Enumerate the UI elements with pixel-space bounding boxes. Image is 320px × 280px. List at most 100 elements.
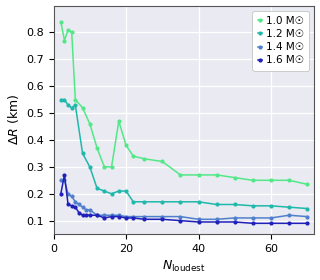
1.2 M☉ bbox=[251, 204, 255, 207]
1.6 M☉ bbox=[70, 204, 74, 207]
1.6 M☉ bbox=[196, 220, 200, 224]
1.6 M☉ bbox=[62, 173, 66, 177]
1.6 M☉ bbox=[233, 220, 237, 224]
Line: 1.2 M☉: 1.2 M☉ bbox=[59, 97, 309, 211]
1.0 M☉ bbox=[269, 179, 273, 182]
1.2 M☉ bbox=[305, 207, 309, 210]
1.4 M☉ bbox=[117, 214, 121, 217]
1.6 M☉ bbox=[269, 222, 273, 225]
1.2 M☉ bbox=[142, 200, 146, 204]
Legend: 1.0 M☉, 1.2 M☉, 1.4 M☉, 1.6 M☉: 1.0 M☉, 1.2 M☉, 1.4 M☉, 1.6 M☉ bbox=[252, 11, 309, 71]
1.6 M☉ bbox=[110, 215, 114, 218]
1.0 M☉ bbox=[287, 179, 291, 182]
1.2 M☉ bbox=[287, 206, 291, 209]
1.6 M☉ bbox=[66, 203, 70, 206]
1.4 M☉ bbox=[73, 200, 77, 204]
1.4 M☉ bbox=[142, 215, 146, 218]
1.0 M☉ bbox=[251, 179, 255, 182]
1.4 M☉ bbox=[132, 215, 135, 218]
Line: 1.4 M☉: 1.4 M☉ bbox=[59, 178, 309, 221]
1.0 M☉ bbox=[110, 165, 114, 169]
1.2 M☉ bbox=[233, 203, 237, 206]
1.2 M☉ bbox=[117, 189, 121, 193]
1.2 M☉ bbox=[110, 192, 114, 195]
1.2 M☉ bbox=[95, 187, 99, 190]
1.2 M☉ bbox=[73, 103, 77, 107]
1.0 M☉ bbox=[196, 173, 200, 177]
1.6 M☉ bbox=[81, 214, 84, 217]
1.2 M☉ bbox=[215, 203, 219, 206]
1.4 M☉ bbox=[269, 216, 273, 220]
1.2 M☉ bbox=[59, 98, 63, 101]
1.6 M☉ bbox=[59, 192, 63, 195]
1.0 M☉ bbox=[70, 31, 74, 34]
1.4 M☉ bbox=[102, 214, 106, 217]
1.0 M☉ bbox=[132, 155, 135, 158]
1.0 M☉ bbox=[142, 157, 146, 160]
1.6 M☉ bbox=[73, 206, 77, 209]
X-axis label: $N_\mathrm{loudest}$: $N_\mathrm{loudest}$ bbox=[162, 259, 206, 274]
1.6 M☉ bbox=[215, 220, 219, 224]
1.4 M☉ bbox=[77, 203, 81, 206]
1.2 M☉ bbox=[70, 106, 74, 109]
1.2 M☉ bbox=[102, 189, 106, 193]
1.0 M☉ bbox=[215, 173, 219, 177]
1.4 M☉ bbox=[88, 208, 92, 212]
1.6 M☉ bbox=[88, 214, 92, 217]
1.0 M☉ bbox=[62, 39, 66, 42]
1.6 M☉ bbox=[117, 215, 121, 218]
Y-axis label: $\Delta R$ (km): $\Delta R$ (km) bbox=[5, 94, 20, 146]
1.6 M☉ bbox=[84, 214, 88, 217]
1.4 M☉ bbox=[305, 215, 309, 218]
1.2 M☉ bbox=[81, 152, 84, 155]
1.2 M☉ bbox=[88, 165, 92, 169]
1.0 M☉ bbox=[117, 120, 121, 123]
1.0 M☉ bbox=[179, 173, 182, 177]
1.0 M☉ bbox=[233, 176, 237, 179]
1.4 M☉ bbox=[95, 214, 99, 217]
1.0 M☉ bbox=[102, 165, 106, 169]
1.6 M☉ bbox=[179, 219, 182, 222]
1.6 M☉ bbox=[95, 214, 99, 217]
1.4 M☉ bbox=[233, 216, 237, 220]
1.6 M☉ bbox=[102, 216, 106, 220]
1.2 M☉ bbox=[132, 200, 135, 204]
1.4 M☉ bbox=[287, 214, 291, 217]
1.4 M☉ bbox=[124, 215, 128, 218]
1.2 M☉ bbox=[196, 200, 200, 204]
1.0 M☉ bbox=[160, 160, 164, 163]
1.2 M☉ bbox=[62, 98, 66, 101]
1.4 M☉ bbox=[84, 208, 88, 212]
1.0 M☉ bbox=[59, 20, 63, 23]
1.0 M☉ bbox=[88, 122, 92, 125]
1.2 M☉ bbox=[160, 200, 164, 204]
1.6 M☉ bbox=[160, 218, 164, 221]
1.2 M☉ bbox=[179, 200, 182, 204]
1.0 M☉ bbox=[73, 98, 77, 101]
1.6 M☉ bbox=[287, 222, 291, 225]
Line: 1.0 M☉: 1.0 M☉ bbox=[59, 20, 309, 186]
1.0 M☉ bbox=[66, 28, 70, 31]
1.4 M☉ bbox=[59, 179, 63, 182]
1.0 M☉ bbox=[305, 183, 309, 186]
1.0 M☉ bbox=[95, 146, 99, 150]
Line: 1.6 M☉: 1.6 M☉ bbox=[59, 173, 309, 225]
1.6 M☉ bbox=[77, 211, 81, 214]
1.6 M☉ bbox=[251, 222, 255, 225]
1.4 M☉ bbox=[251, 216, 255, 220]
1.4 M☉ bbox=[179, 215, 182, 218]
1.6 M☉ bbox=[132, 216, 135, 220]
1.0 M☉ bbox=[124, 144, 128, 147]
1.6 M☉ bbox=[124, 216, 128, 220]
1.2 M☉ bbox=[66, 103, 70, 107]
1.4 M☉ bbox=[110, 214, 114, 217]
1.6 M☉ bbox=[305, 222, 309, 225]
1.4 M☉ bbox=[66, 192, 70, 195]
1.4 M☉ bbox=[62, 179, 66, 182]
1.4 M☉ bbox=[70, 195, 74, 198]
1.4 M☉ bbox=[160, 215, 164, 218]
1.2 M☉ bbox=[124, 189, 128, 193]
1.6 M☉ bbox=[142, 218, 146, 221]
1.4 M☉ bbox=[215, 218, 219, 221]
1.2 M☉ bbox=[269, 204, 273, 207]
